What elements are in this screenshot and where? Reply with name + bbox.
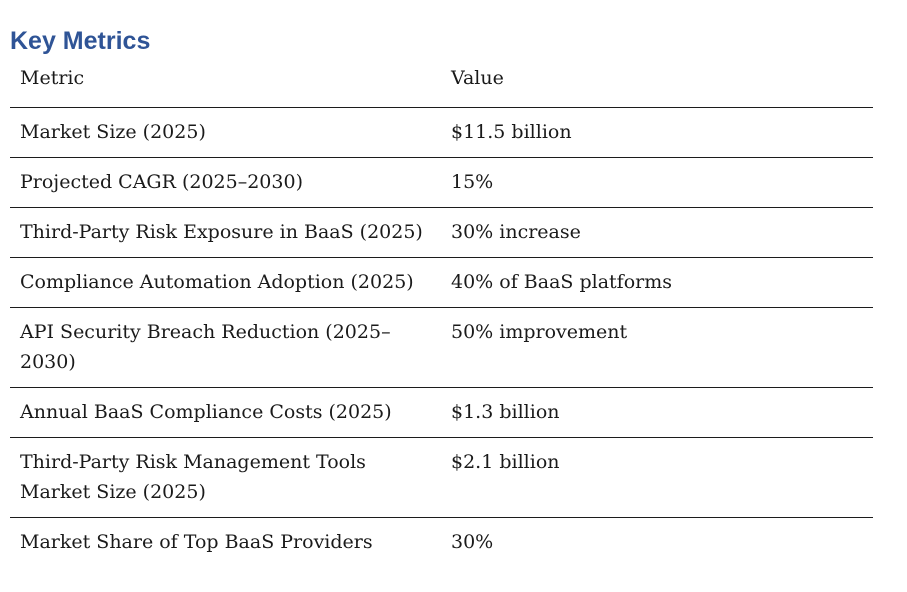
- metric-cell: Compliance Automation Adoption (2025): [10, 257, 441, 308]
- table-row: Third-Party Risk Management Tools Market…: [10, 437, 873, 518]
- metrics-table-body: Market Size (2025) $11.5 billion Project…: [10, 107, 873, 567]
- metric-cell: Third-Party Risk Exposure in BaaS (2025): [10, 207, 441, 258]
- metrics-table: Metric Value Market Size (2025) $11.5 bi…: [10, 58, 873, 567]
- value-cell: 50% improvement: [441, 307, 873, 388]
- metric-cell: Market Size (2025): [10, 107, 441, 158]
- header-row: Metric Value: [10, 58, 873, 108]
- table-row: Annual BaaS Compliance Costs (2025) $1.3…: [10, 387, 873, 438]
- table-row: API Security Breach Reduction (2025– 203…: [10, 307, 873, 388]
- metric-cell: Third-Party Risk Management Tools Market…: [10, 437, 441, 518]
- value-cell: 30% increase: [441, 207, 873, 258]
- table-row: Compliance Automation Adoption (2025) 40…: [10, 257, 873, 308]
- table-row: Third-Party Risk Exposure in BaaS (2025)…: [10, 207, 873, 258]
- page-title: Key Metrics: [10, 27, 151, 55]
- value-cell: $1.3 billion: [441, 387, 873, 438]
- value-cell: 15%: [441, 157, 873, 208]
- metric-cell: Annual BaaS Compliance Costs (2025): [10, 387, 441, 438]
- value-cell: 40% of BaaS platforms: [441, 257, 873, 308]
- column-header-value: Value: [451, 67, 504, 89]
- value-cell: $11.5 billion: [441, 107, 873, 158]
- table-row: Projected CAGR (2025–2030) 15%: [10, 157, 873, 208]
- value-cell: 30%: [441, 517, 873, 567]
- metric-cell: Projected CAGR (2025–2030): [10, 157, 441, 208]
- column-header-metric: Metric: [20, 67, 85, 89]
- value-cell: $2.1 billion: [441, 437, 873, 518]
- metric-cell: Market Share of Top BaaS Providers: [10, 517, 441, 567]
- table-row: Market Share of Top BaaS Providers 30%: [10, 517, 873, 567]
- metrics-table-header: Metric Value: [10, 58, 873, 108]
- metric-cell: API Security Breach Reduction (2025– 203…: [10, 307, 441, 388]
- table-row: Market Size (2025) $11.5 billion: [10, 107, 873, 158]
